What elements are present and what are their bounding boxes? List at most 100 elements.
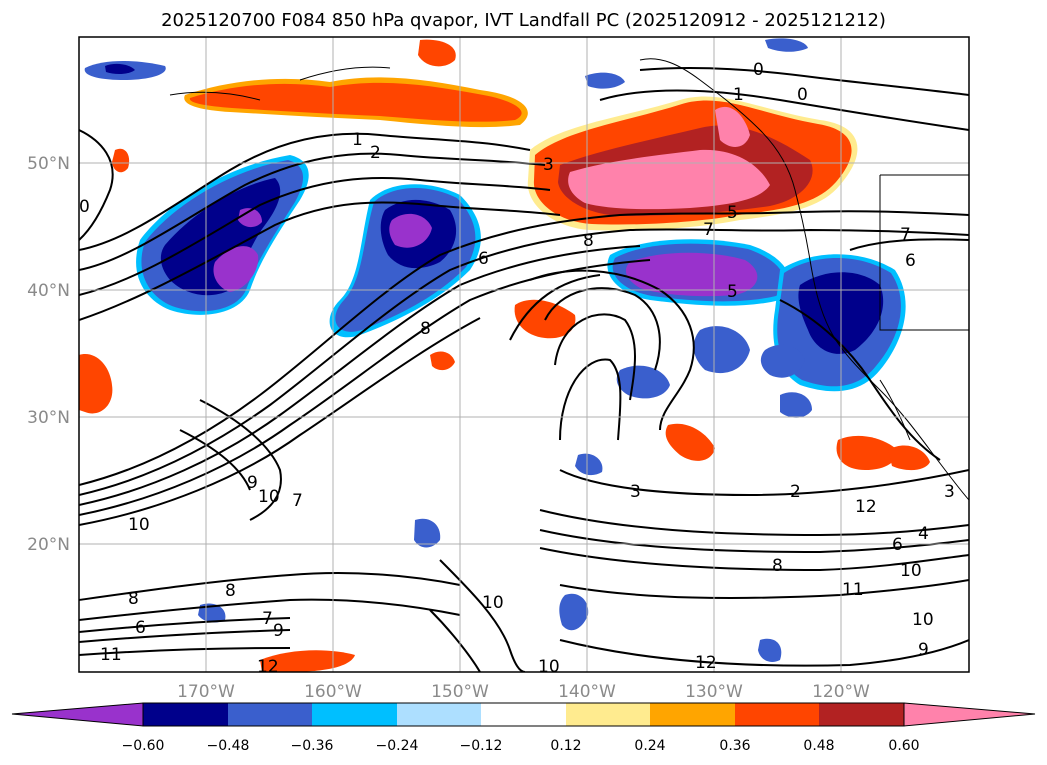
anomaly-negative-region <box>105 63 135 75</box>
contour-label: 6 <box>905 251 916 271</box>
contour-line <box>439 559 526 672</box>
contour-line <box>79 177 551 296</box>
contour-label: 10 <box>258 487 280 507</box>
contour-line <box>79 132 531 251</box>
anomaly-positive-region <box>112 148 130 173</box>
lon-label: 160°W <box>304 682 362 702</box>
contour-line <box>554 313 636 401</box>
colorbar-segment <box>481 703 566 726</box>
contour-line <box>179 429 251 491</box>
lon-label: 150°W <box>431 682 489 702</box>
colorbar-tick-label: 0.12 <box>550 738 581 754</box>
contour-label: 10 <box>900 561 922 581</box>
contour-label: 2 <box>790 482 801 502</box>
contour-line <box>79 201 561 321</box>
colorbar-segment <box>397 703 481 726</box>
contour-line <box>599 89 969 131</box>
coastline <box>639 58 969 501</box>
anomaly-positive-region <box>715 106 750 147</box>
contour-label: 7 <box>703 220 714 240</box>
contour-line <box>544 287 661 371</box>
colorbar-frame <box>142 702 905 727</box>
colorbar-tick-label: 0.60 <box>888 738 919 754</box>
contour-label: 7 <box>292 491 303 511</box>
anomaly-positive-region <box>189 82 522 122</box>
contour-line <box>559 639 969 667</box>
contour-label: 3 <box>944 482 955 502</box>
contour-label: 6 <box>135 618 146 638</box>
anomaly-negative-region <box>575 453 603 476</box>
colorbar-segment <box>228 703 312 726</box>
contour-line <box>559 358 622 441</box>
lat-label: 30°N <box>27 408 70 428</box>
contour-label: 10 <box>538 657 560 677</box>
colorbar-extend-right <box>903 702 1036 727</box>
anomaly-positive-region <box>430 351 455 371</box>
colorbar-tick-label: −0.12 <box>460 738 503 754</box>
coastline <box>879 175 969 331</box>
anomaly-negative-region <box>585 72 625 89</box>
colorbar-extend-left <box>11 702 144 727</box>
coastline <box>299 66 391 81</box>
contour-label: 8 <box>420 319 431 339</box>
contour-label: 4 <box>918 524 929 544</box>
contour-label: 2 <box>370 143 381 163</box>
anomaly-positive-region <box>568 149 770 210</box>
colorbar-segment <box>566 703 650 726</box>
anomaly-negative-region <box>213 246 259 292</box>
anomaly-positive-region <box>836 435 896 470</box>
coastline <box>169 91 261 101</box>
contour-line <box>559 469 969 497</box>
colorbar-tick-label: 0.36 <box>719 738 750 754</box>
contour-label: 0 <box>797 85 808 105</box>
anomaly-negative-region <box>414 518 441 548</box>
contour-label: 5 <box>727 282 738 302</box>
coastline <box>879 379 911 441</box>
contour-line <box>79 647 291 656</box>
lon-label: 130°W <box>685 682 743 702</box>
contour-label: 1 <box>352 130 363 150</box>
contour-line <box>529 269 695 431</box>
lon-label: 120°W <box>812 682 870 702</box>
contour-label: 6 <box>892 535 903 555</box>
coastline-layer <box>169 58 969 501</box>
contour-line <box>539 529 969 554</box>
contour-labels: 1 2 3 5 7 8 6 8 5 0 0 1 0 9 10 7 10 3 2 … <box>79 60 955 677</box>
contour-line <box>639 67 969 96</box>
lat-label: 20°N <box>27 535 70 555</box>
contour-line <box>79 317 481 526</box>
colorbar-segment <box>735 703 819 726</box>
colorbar-segment <box>143 703 228 726</box>
contour-line <box>79 629 291 643</box>
contour-line <box>79 245 641 506</box>
map-title: 2025120700 F084 850 hPa qvapor, IVT Land… <box>161 10 886 31</box>
contour-layer <box>79 67 969 672</box>
colorbar-tick-label: −0.24 <box>376 738 419 754</box>
colorbar-tick-label: −0.60 <box>122 738 165 754</box>
anomaly-positive-region <box>888 445 930 471</box>
contour-line <box>429 609 481 672</box>
contour-label: 7 <box>900 225 911 245</box>
contour-label: 12 <box>257 657 279 677</box>
contour-line <box>79 617 291 633</box>
contour-label: 9 <box>247 473 258 493</box>
contour-label: 5 <box>727 203 738 223</box>
anomaly-negative-region <box>625 252 758 297</box>
anomaly-negative-region <box>765 38 808 52</box>
contour-label: 11 <box>100 645 122 665</box>
contour-label: 8 <box>583 231 594 251</box>
contour-line <box>539 509 969 537</box>
lon-label: 140°W <box>558 682 616 702</box>
contour-label: 11 <box>842 580 864 600</box>
contour-label: 8 <box>128 589 139 609</box>
anomaly-negative-region <box>693 326 750 374</box>
colorbar-segment <box>312 703 397 726</box>
lat-label: 50°N <box>27 154 70 174</box>
contour-label: 9 <box>918 640 929 660</box>
contour-label: 12 <box>695 653 717 673</box>
contour-label: 10 <box>128 515 150 535</box>
contour-label: 10 <box>912 610 934 630</box>
anomaly-negative-region <box>559 593 589 631</box>
contour-label: 1 <box>733 85 744 105</box>
